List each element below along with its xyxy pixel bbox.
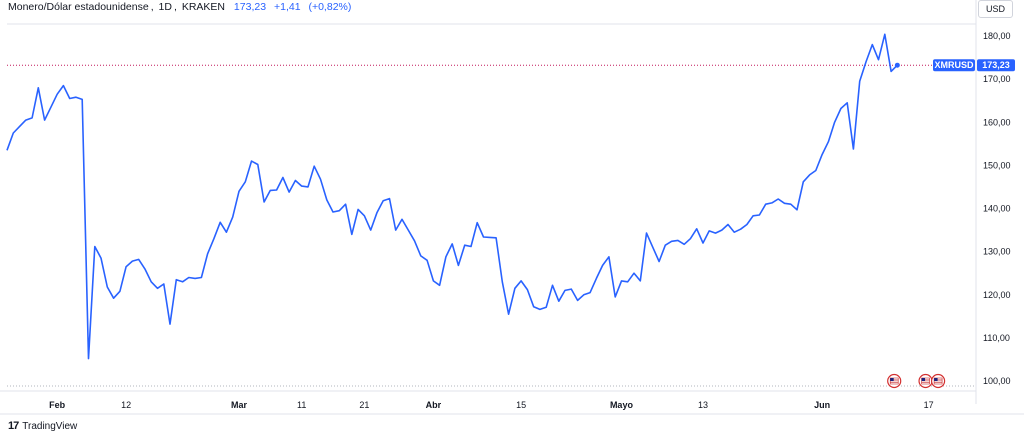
brand-name: TradingView xyxy=(22,420,78,432)
symbol-tag-label: XMRUSD xyxy=(934,60,974,70)
x-tick-label: 21 xyxy=(359,400,369,410)
y-tick-label: 150,00 xyxy=(983,160,1011,170)
x-tick-label: 13 xyxy=(698,400,708,410)
x-tick-label: Jun xyxy=(814,400,830,410)
x-tick-label: 12 xyxy=(121,400,131,410)
symbol-tag xyxy=(933,59,975,72)
y-tick-label: 180,00 xyxy=(983,31,1011,41)
price-tag xyxy=(977,59,1015,72)
exchange-label: KRAKEN xyxy=(181,1,225,13)
change-value: +1,41 xyxy=(273,1,301,13)
last-price-value: 173,23 xyxy=(233,1,267,13)
us-flag-event-icon[interactable] xyxy=(918,373,933,389)
x-tick-label: Abr xyxy=(426,400,442,410)
y-tick-label: 140,00 xyxy=(983,204,1011,214)
x-tick-label: 15 xyxy=(516,400,526,410)
y-tick-label: 130,00 xyxy=(983,247,1011,257)
change-percent-value: (+0,82%) xyxy=(308,1,352,13)
series-line[interactable] xyxy=(6,33,898,360)
x-tick-label: 11 xyxy=(297,400,306,410)
currency-button[interactable]: USD xyxy=(978,0,1013,18)
y-tick-label: 100,00 xyxy=(983,376,1011,386)
us-flag-event-icon[interactable] xyxy=(930,373,946,389)
y-tick-label: 120,00 xyxy=(983,290,1011,300)
symbol-description: Monero/Dólar estadounidense xyxy=(8,1,149,13)
y-tick-label: 160,00 xyxy=(983,117,1011,127)
x-tick-label: Mar xyxy=(231,400,248,410)
last-value-point xyxy=(894,62,900,68)
chart-legend: Monero/Dólar estadounidense, 1D, KRAKEN … xyxy=(8,1,352,13)
x-tick-label: Feb xyxy=(49,400,66,410)
us-flag-event-icon[interactable] xyxy=(887,373,902,389)
y-tick-label: 110,00 xyxy=(983,333,1010,343)
tradingview-logo-icon: 17 xyxy=(8,420,19,432)
price-tag-label: 173,23 xyxy=(982,60,1010,70)
y-tick-label: 170,00 xyxy=(983,74,1011,84)
x-tick-label: 17 xyxy=(924,400,934,410)
interval-label[interactable]: 1D xyxy=(158,1,172,13)
tradingview-footer[interactable]: 17 TradingView xyxy=(8,420,77,432)
x-tick-label: Mayo xyxy=(610,400,634,410)
